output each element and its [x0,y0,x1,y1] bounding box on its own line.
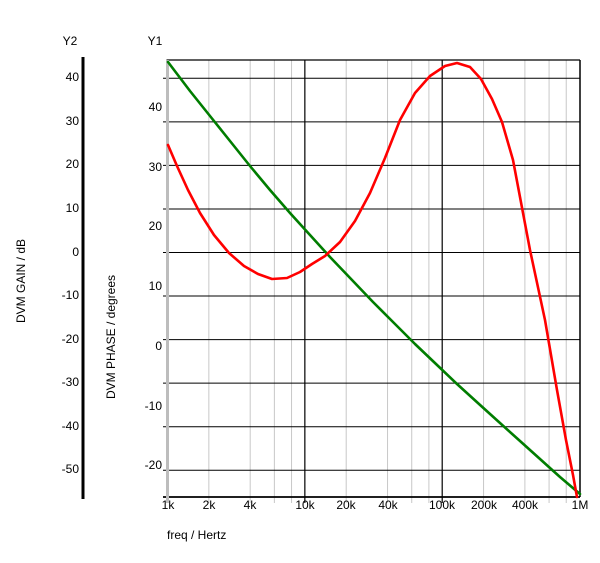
phase-tick-0: 0 [155,339,162,353]
gain-tick--30: -30 [61,375,79,389]
gain-tick-0: 0 [72,245,79,259]
gain-tick-30: 30 [65,114,79,128]
dvm-gain-curve [166,61,579,499]
freq-tick-10k: 10k [295,498,315,512]
gain-tick-40: 40 [65,70,79,84]
gain-tick--10: -10 [61,288,79,302]
phase-tick-30: 30 [148,160,162,174]
freq-tick-200k: 200k [470,498,498,512]
freq-tick-100k: 100k [428,498,456,512]
freq-tick-1k: 1k [161,498,175,512]
freq-tick-1M: 1M [571,498,589,512]
y1-axis-header: Y1 [147,34,163,48]
freq-tick-40k: 40k [378,498,398,512]
dvm-phase-curve [166,60,582,496]
gain-tick-20: 20 [65,157,79,171]
freq-tick-2k: 2k [202,498,216,512]
y2-axis-header: Y2 [62,34,78,48]
freq-tick-400k: 400k [511,498,539,512]
phase-tick-20: 20 [148,219,162,233]
phase-tick--20: -20 [144,458,162,472]
gain-tick--50: -50 [61,462,79,476]
freq-tick-4k: 4k [243,498,257,512]
gain-tick--40: -40 [61,419,79,433]
gain-tick-10: 10 [65,201,79,215]
phase-tick-40: 40 [148,100,162,114]
gain-tick--20: -20 [61,332,79,346]
freq-tick-20k: 20k [336,498,356,512]
phase-tick--10: -10 [144,399,162,413]
phase-tick-10: 10 [148,279,162,293]
x-axis-title: freq / Hertz [167,528,227,542]
